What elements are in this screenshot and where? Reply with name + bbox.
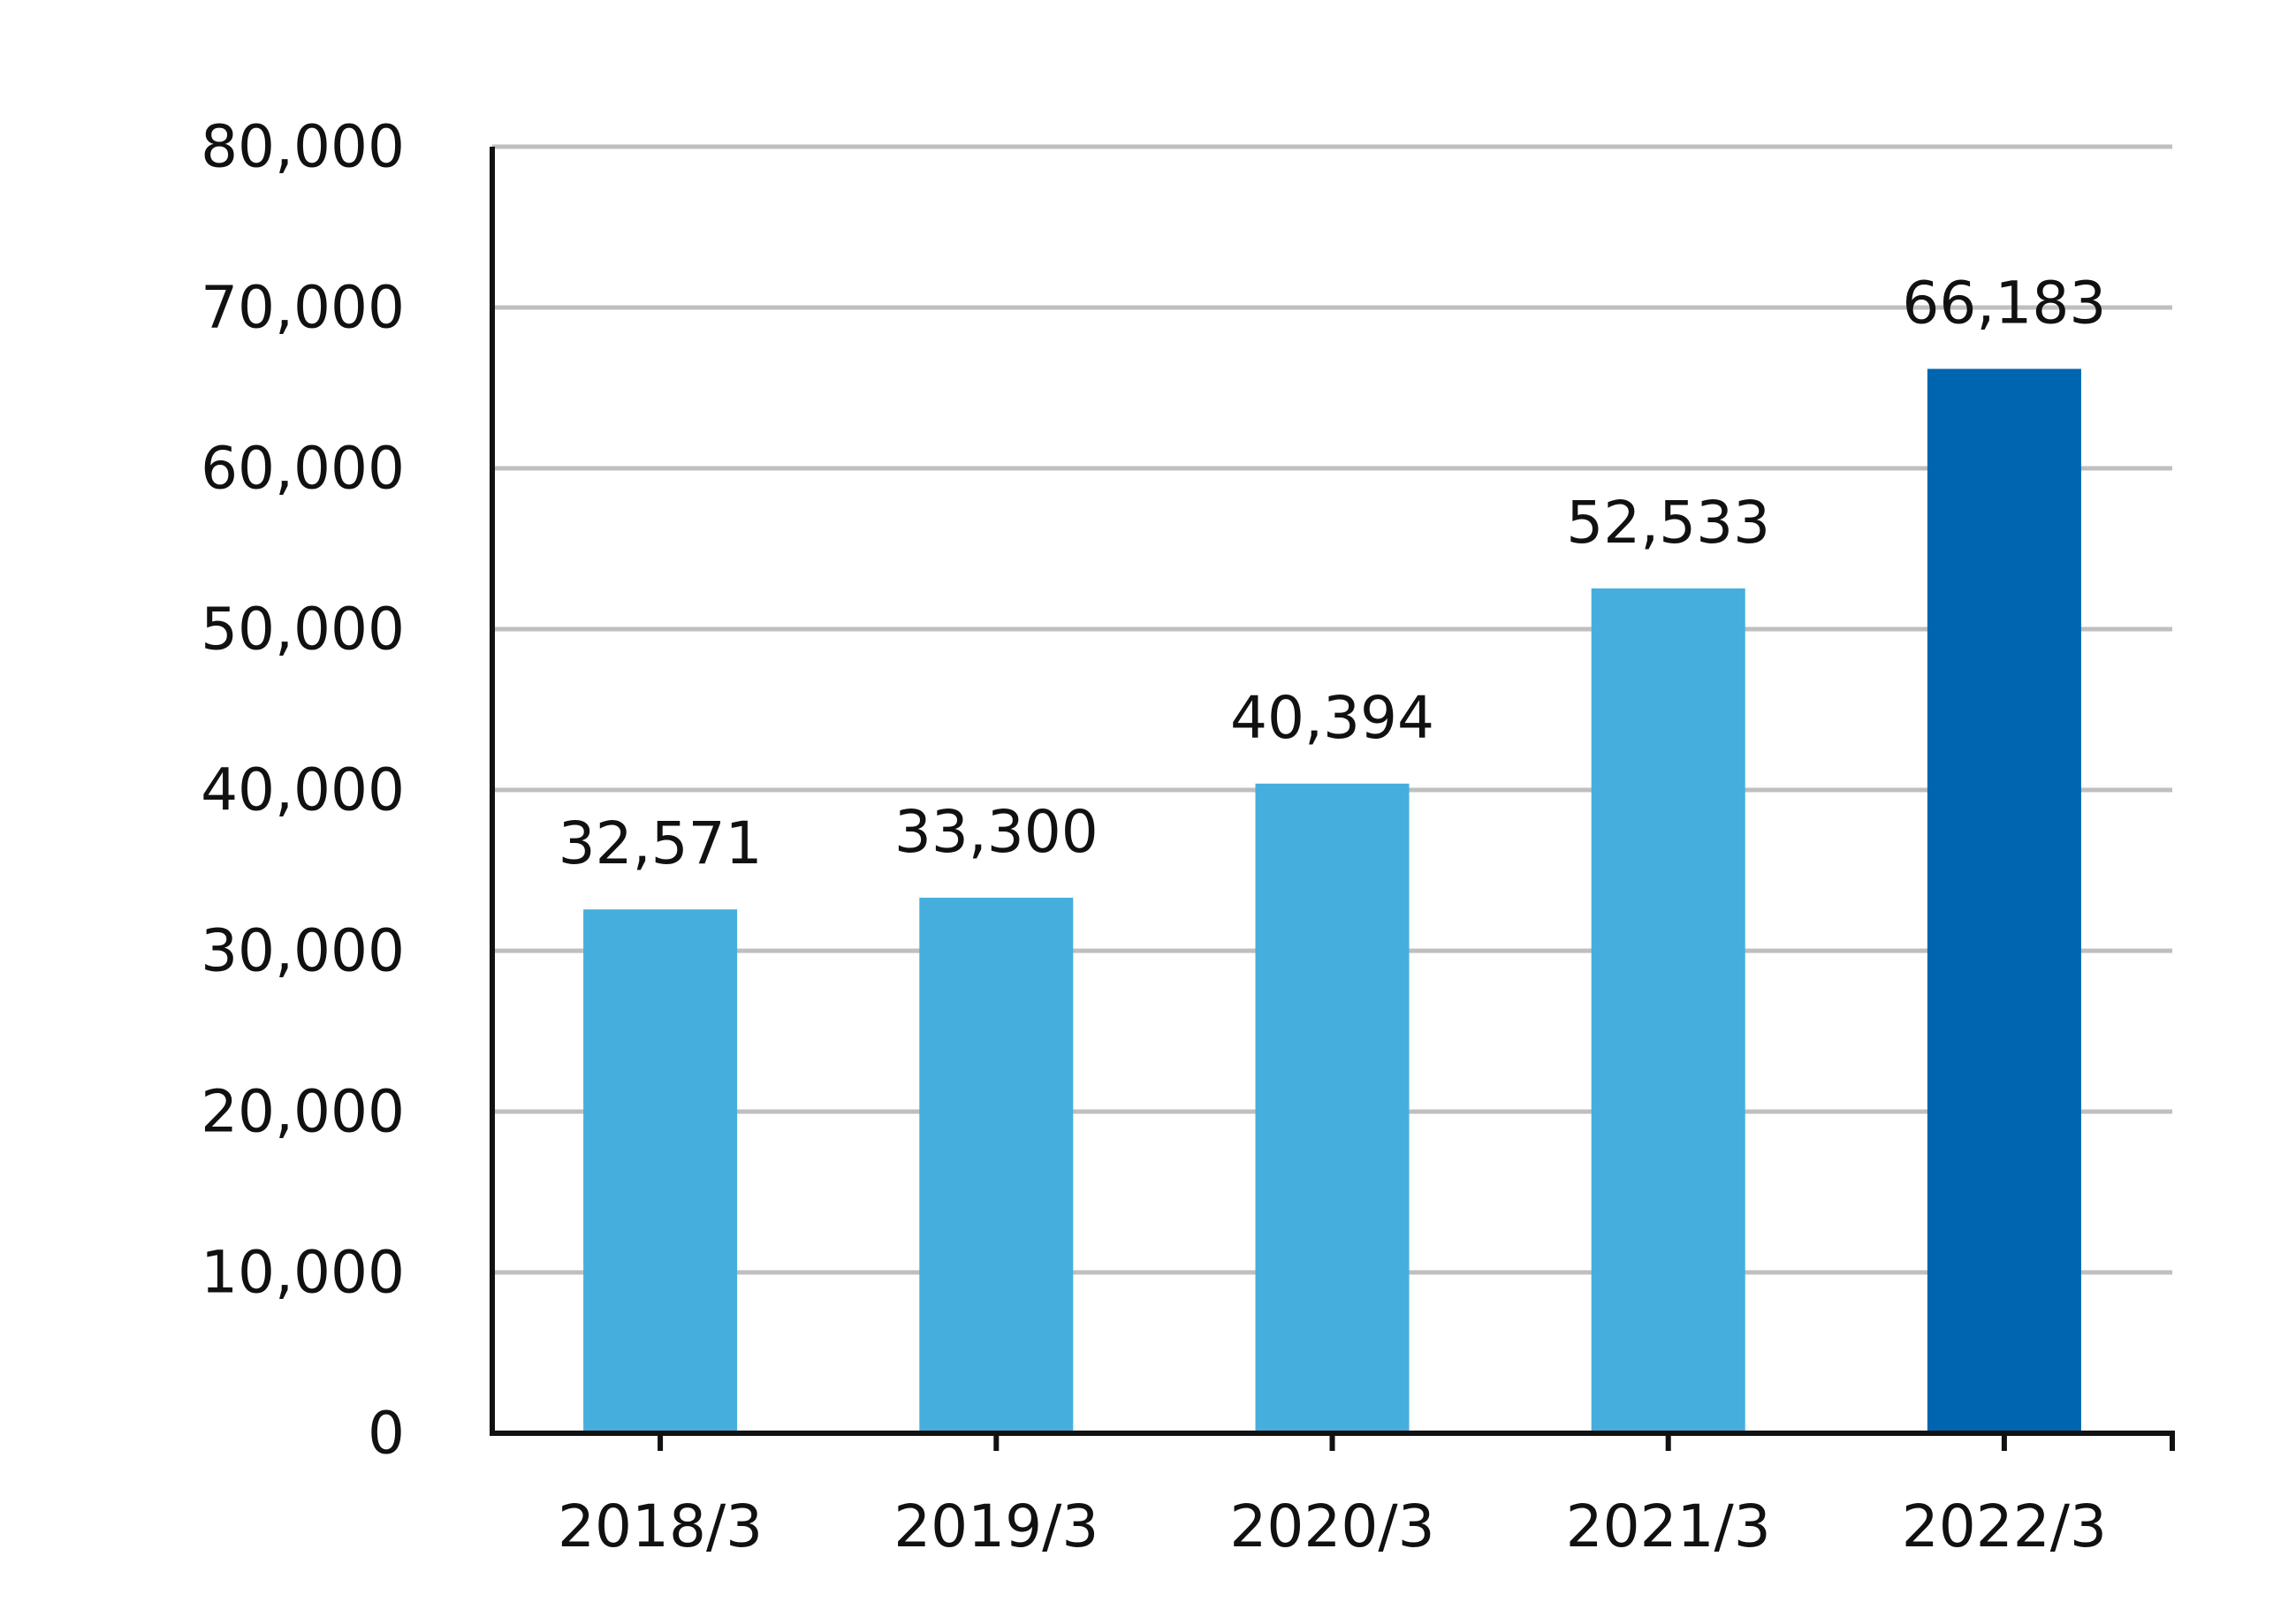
labels: 0 10,000 20,000 30,000 40,000 50,000 60,000 70,…	[201, 113, 2107, 1561]
y-tick-label: 20,000	[201, 1078, 405, 1146]
y-tick-label: 10,000	[201, 1239, 405, 1307]
bars	[583, 368, 2081, 1434]
bar	[1591, 588, 1745, 1433]
bar	[919, 897, 1074, 1433]
bar-value-label: 32,571	[559, 809, 763, 877]
x-tick-label: 2018/3	[558, 1492, 763, 1560]
y-tick-label: 30,000	[201, 917, 405, 985]
bar-value-label: 66,183	[1902, 269, 2106, 337]
y-tick-label: 40,000	[201, 756, 405, 824]
bar	[583, 909, 738, 1433]
y-tick-label: 50,000	[201, 596, 405, 664]
x-tick-label: 2022/3	[1902, 1492, 2107, 1560]
bar	[1255, 783, 1410, 1433]
axes	[490, 147, 2175, 1451]
y-tick-label: 70,000	[201, 274, 405, 342]
y-tick-label: 60,000	[201, 435, 405, 503]
y-tick-label: 80,000	[201, 113, 405, 181]
x-tick-label: 2021/3	[1566, 1492, 1771, 1560]
y-tick-label: 0	[368, 1400, 405, 1468]
x-tick-label: 2020/3	[1229, 1492, 1434, 1560]
bar-value-label: 33,300	[894, 798, 1099, 866]
bar-value-label: 40,394	[1230, 684, 1434, 752]
bar-value-label: 52,533	[1566, 489, 1770, 557]
x-tick-label: 2019/3	[893, 1492, 1099, 1560]
bar	[1927, 368, 2081, 1434]
